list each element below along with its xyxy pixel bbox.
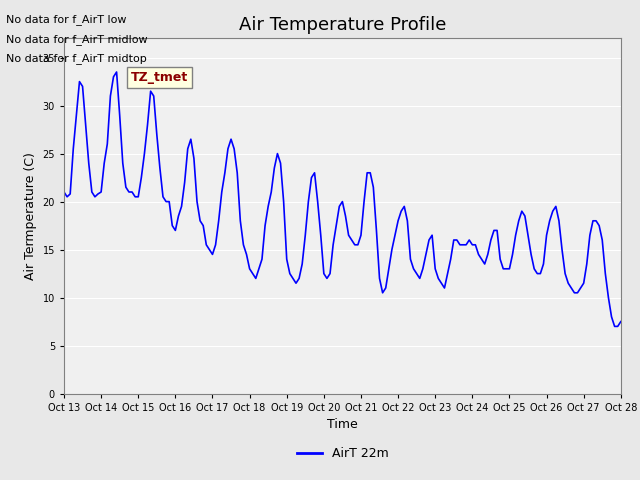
Y-axis label: Air Termperature (C): Air Termperature (C) xyxy=(24,152,37,280)
Text: TZ_tmet: TZ_tmet xyxy=(131,71,188,84)
Text: No data for f_AirT low: No data for f_AirT low xyxy=(6,14,127,25)
Text: No data for f_AirT midlow: No data for f_AirT midlow xyxy=(6,34,148,45)
Text: No data for f_AirT midtop: No data for f_AirT midtop xyxy=(6,53,147,64)
X-axis label: Time: Time xyxy=(327,418,358,431)
Legend: AirT 22m: AirT 22m xyxy=(292,443,393,466)
Title: Air Temperature Profile: Air Temperature Profile xyxy=(239,16,446,34)
